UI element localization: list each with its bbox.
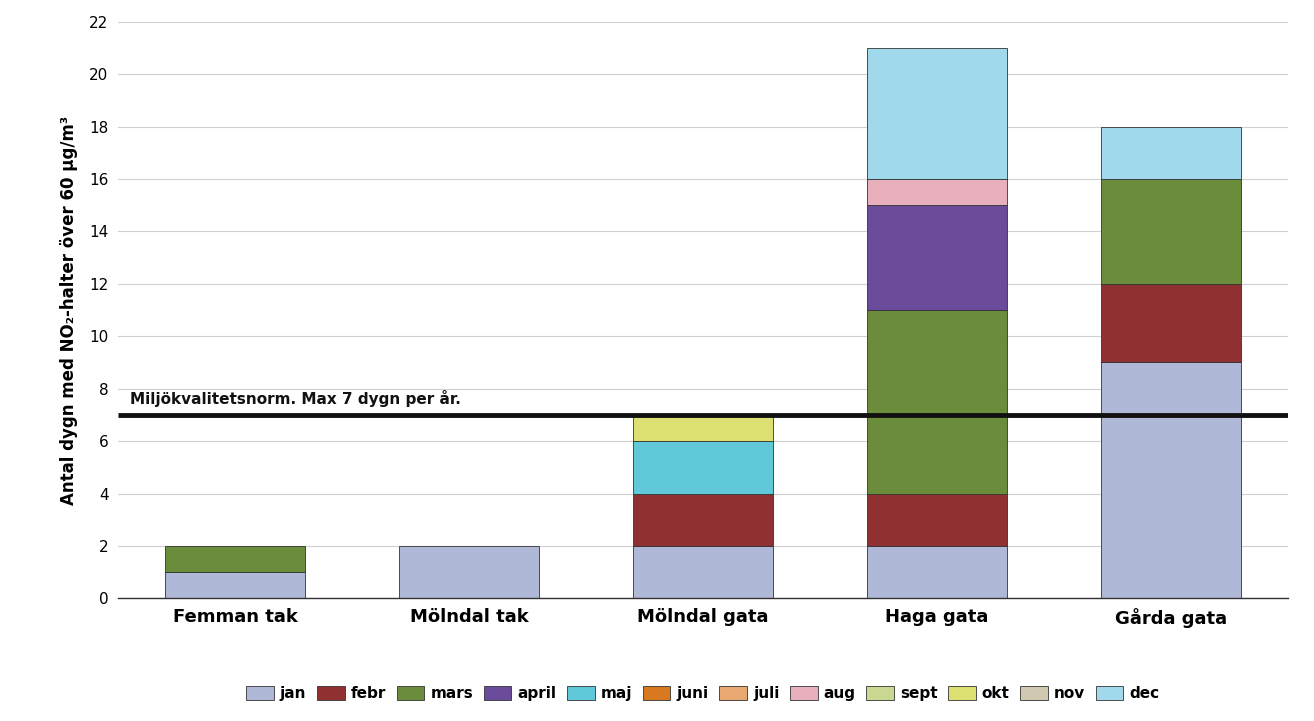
Bar xyxy=(867,179,1007,205)
Y-axis label: Antal dygn med NO₂-halter över 60 μg/m³: Antal dygn med NO₂-halter över 60 μg/m³ xyxy=(60,115,78,505)
Bar xyxy=(633,415,773,441)
Bar xyxy=(633,441,773,494)
Bar xyxy=(1101,179,1240,284)
Bar xyxy=(633,546,773,598)
Bar xyxy=(867,48,1007,179)
Bar xyxy=(1101,284,1240,363)
Bar xyxy=(633,494,773,546)
Legend: jan, febr, mars, april, maj, juni, juli, aug, sept, okt, nov, dec: jan, febr, mars, april, maj, juni, juli,… xyxy=(242,681,1164,706)
Bar xyxy=(399,546,539,598)
Bar xyxy=(166,572,305,598)
Bar xyxy=(1101,126,1240,179)
Bar xyxy=(166,546,305,572)
Bar xyxy=(1101,363,1240,598)
Bar xyxy=(867,546,1007,598)
Text: Miljökvalitetsnorm. Max 7 dygn per år.: Miljökvalitetsnorm. Max 7 dygn per år. xyxy=(130,390,461,407)
Bar xyxy=(867,205,1007,310)
Bar xyxy=(867,494,1007,546)
Bar xyxy=(867,310,1007,494)
